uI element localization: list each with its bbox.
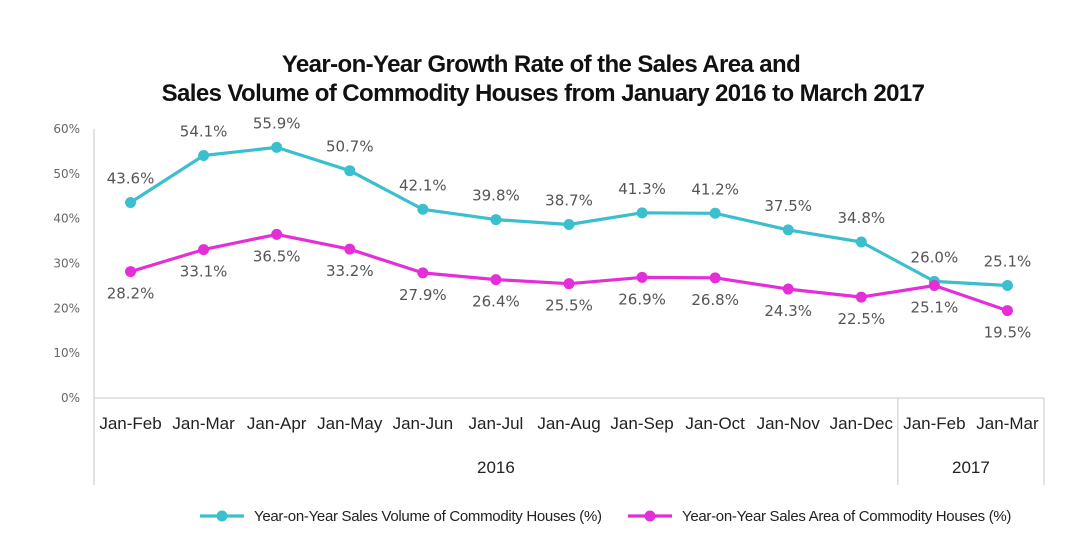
y-tick-label: 0%	[61, 391, 80, 405]
chart-title-line-2: Sales Volume of Commodity Houses from Ja…	[162, 80, 925, 107]
legend-swatch-marker	[216, 510, 228, 522]
data-point	[344, 165, 356, 177]
data-point	[928, 279, 940, 291]
data-point	[563, 218, 575, 230]
data-point	[1001, 305, 1013, 317]
data-point	[855, 236, 867, 248]
legend-swatch-marker	[644, 510, 656, 522]
data-label: 54.1%	[180, 122, 228, 140]
data-point	[855, 291, 867, 303]
data-point	[271, 228, 283, 240]
data-point	[490, 214, 502, 226]
x-tick-label: Jan-Aug	[537, 414, 600, 433]
series-layer: 43.6% 54.1% 55.9% 50.7% 42.1% 39.8% 38.7% 41.3%…	[107, 114, 1032, 341]
x-tick-label: Jan-Mar	[976, 414, 1039, 433]
legend-label: Year-on-Year Sales Volume of Commodity H…	[254, 508, 602, 525]
data-label: 33.2%	[326, 262, 374, 280]
data-point	[782, 224, 794, 236]
data-label: 28.2%	[107, 285, 155, 303]
x-tick-label: Jan-Feb	[903, 414, 965, 433]
x-tick-label: Jan-May	[317, 414, 383, 433]
data-label: 42.1%	[399, 176, 447, 194]
data-point	[344, 243, 356, 255]
data-label: 39.8%	[472, 187, 520, 205]
year-group-labels: 2016 2017	[477, 458, 990, 477]
legend: Year-on-Year Sales Volume of Commodity H…	[200, 508, 1012, 525]
chart-axes	[93, 129, 1045, 485]
data-point	[271, 141, 283, 153]
data-label: 26.9%	[618, 290, 666, 308]
data-label: 26.8%	[691, 291, 739, 309]
data-label: 50.7%	[326, 138, 374, 156]
data-label: 43.6%	[107, 170, 155, 188]
data-label: 37.5%	[764, 197, 812, 215]
x-tick-label: Jan-Mar	[172, 414, 235, 433]
data-label: 25.5%	[545, 297, 593, 315]
data-point	[709, 207, 721, 219]
data-label: 55.9%	[253, 114, 301, 132]
data-label: 33.1%	[180, 263, 228, 281]
data-label: 24.3%	[764, 302, 812, 320]
x-tick-label: Jan-Jun	[393, 414, 453, 433]
data-label: 26.0%	[911, 248, 959, 266]
y-axis-ticks: 0% 10% 20% 30% 40% 50% 60%	[53, 122, 80, 405]
data-label: 41.3%	[618, 180, 666, 198]
data-label: 25.1%	[984, 252, 1032, 270]
data-label: 22.5%	[837, 310, 885, 328]
x-axis-ticks: Jan-Feb Jan-Mar Jan-Apr Jan-May Jan-Jun Jan-J…	[99, 414, 1039, 433]
x-tick-label: Jan-Jul	[469, 414, 524, 433]
x-tick-label: Jan-Dec	[830, 414, 894, 433]
data-label: 25.1%	[911, 298, 959, 316]
data-point	[198, 244, 210, 256]
data-label: 34.8%	[837, 209, 885, 227]
y-tick-label: 20%	[53, 301, 80, 315]
series-2: 28.2% 33.1% 36.5% 33.2% 27.9% 26.4% 25.5% 26.9%…	[107, 228, 1032, 342]
x-tick-label: Jan-Sep	[610, 414, 673, 433]
series-1: 43.6% 54.1% 55.9% 50.7% 42.1% 39.8% 38.7% 41.3%…	[107, 114, 1032, 291]
year-group-label: 2017	[952, 458, 990, 477]
x-tick-label: Jan-Apr	[247, 414, 307, 433]
chart-title-line-1: Year-on-Year Growth Rate of the Sales Ar…	[282, 51, 800, 78]
data-point	[417, 203, 429, 215]
x-tick-label: Jan-Nov	[757, 414, 821, 433]
data-point	[782, 283, 794, 295]
data-point	[1001, 279, 1013, 291]
data-label: 36.5%	[253, 247, 301, 265]
y-tick-label: 10%	[53, 346, 80, 360]
data-point	[636, 207, 648, 219]
y-tick-label: 50%	[53, 167, 80, 181]
y-tick-label: 60%	[53, 122, 80, 136]
data-point	[490, 274, 502, 286]
data-label: 19.5%	[984, 324, 1032, 342]
data-point	[198, 149, 210, 161]
x-tick-label: Jan-Oct	[685, 414, 745, 433]
data-label: 26.4%	[472, 293, 520, 311]
x-tick-label: Jan-Feb	[99, 414, 161, 433]
data-point	[125, 197, 137, 209]
year-group-label: 2016	[477, 458, 515, 477]
data-label: 38.7%	[545, 191, 593, 209]
legend-label: Year-on-Year Sales Area of Commodity Hou…	[682, 508, 1011, 525]
y-tick-label: 40%	[53, 212, 80, 226]
data-point	[563, 278, 575, 290]
data-point	[125, 266, 137, 278]
data-point	[636, 271, 648, 283]
data-label: 27.9%	[399, 286, 447, 304]
data-label: 41.2%	[691, 180, 739, 198]
data-point	[417, 267, 429, 279]
data-point	[709, 272, 721, 284]
y-tick-label: 30%	[53, 257, 80, 271]
